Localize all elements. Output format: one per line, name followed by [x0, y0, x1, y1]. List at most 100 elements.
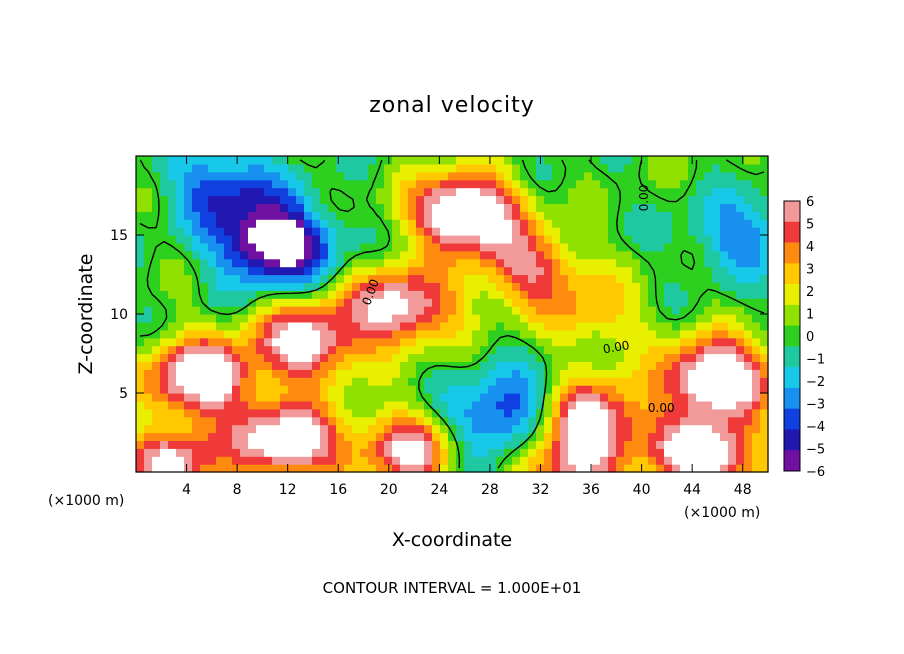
heat-cell — [232, 424, 241, 434]
heat-cell — [176, 250, 185, 260]
heat-cell — [448, 385, 457, 394]
heat-cell — [136, 408, 145, 418]
heat-cell — [640, 203, 649, 212]
heat-cell — [184, 369, 193, 378]
heat-cell — [512, 187, 521, 197]
heat-cell — [576, 258, 585, 268]
heat-cell — [712, 314, 721, 323]
heat-cell — [152, 274, 161, 283]
heat-cell — [424, 195, 433, 204]
heat-cell — [344, 163, 353, 173]
heat-cell — [280, 440, 289, 449]
heat-cell — [480, 266, 489, 276]
heat-cell — [624, 195, 633, 204]
heat-cell — [760, 266, 769, 276]
heat-cell — [296, 219, 305, 228]
heat-cell — [544, 385, 553, 394]
heat-cell — [208, 424, 217, 434]
heat-cell — [712, 250, 721, 260]
heat-cell — [544, 171, 553, 181]
heat-cell — [560, 400, 569, 410]
heat-cell — [440, 227, 449, 236]
heat-cell — [736, 195, 745, 204]
heat-cell — [336, 424, 345, 434]
heat-cell — [568, 432, 577, 441]
heat-cell — [144, 219, 153, 228]
heat-cell — [720, 274, 729, 283]
heat-cell — [728, 211, 737, 220]
heat-cell — [464, 369, 473, 378]
heat-cell — [312, 306, 321, 315]
heat-cell — [576, 298, 585, 307]
heat-cell — [176, 432, 185, 441]
heat-cell — [184, 329, 193, 339]
heat-cell — [704, 361, 713, 370]
heat-cell — [632, 306, 641, 315]
heat-cell — [616, 353, 625, 362]
heat-cell — [456, 211, 465, 220]
heat-cell — [240, 163, 249, 173]
heat-cell — [496, 408, 505, 418]
heat-cell — [264, 448, 273, 457]
heat-cell — [688, 314, 697, 323]
heat-cell — [728, 424, 737, 434]
heat-cell — [592, 179, 601, 189]
heat-cell — [504, 321, 513, 331]
heat-cell — [264, 361, 273, 370]
heat-cell — [520, 400, 529, 410]
heat-cell — [256, 377, 265, 386]
heat-cell — [328, 408, 337, 418]
heat-cell — [264, 424, 273, 434]
heat-cell — [472, 393, 481, 402]
heat-cell — [720, 353, 729, 362]
heat-cell — [616, 440, 625, 449]
heat-cell — [760, 385, 769, 394]
heat-cell — [664, 424, 673, 434]
heat-cell — [416, 416, 425, 426]
heat-cell — [144, 345, 153, 355]
heat-cell — [264, 171, 273, 181]
heat-cell — [736, 171, 745, 181]
heat-cell — [576, 156, 585, 165]
heat-cell — [168, 306, 177, 315]
heat-cell — [696, 306, 705, 315]
heat-cell — [760, 258, 769, 268]
heat-cell — [664, 195, 673, 204]
heat-cell — [216, 416, 225, 426]
heat-cell — [560, 385, 569, 394]
heat-cell — [208, 163, 217, 173]
heat-cell — [216, 337, 225, 347]
heat-cell — [200, 156, 209, 165]
heat-cell — [584, 290, 593, 299]
heat-cell — [648, 448, 657, 457]
heat-cell — [144, 448, 153, 457]
heat-cell — [480, 163, 489, 173]
heat-cell — [280, 179, 289, 189]
heat-cell — [368, 306, 377, 315]
heat-cell — [272, 353, 281, 362]
heat-cell — [384, 195, 393, 204]
heat-cell — [328, 345, 337, 355]
heat-cell — [136, 306, 145, 315]
heat-cell — [544, 266, 553, 276]
heat-cell — [408, 321, 417, 331]
heat-cell — [232, 377, 241, 386]
heat-cell — [616, 306, 625, 315]
heat-cell — [392, 345, 401, 355]
heat-cell — [280, 400, 289, 410]
heat-cell — [312, 179, 321, 189]
heat-cell — [376, 266, 385, 276]
heat-cell — [664, 171, 673, 181]
heat-cell — [392, 464, 401, 473]
heat-cell — [536, 448, 545, 457]
heat-cell — [448, 440, 457, 449]
heat-cell — [760, 353, 769, 362]
heat-cell — [680, 314, 689, 323]
heat-cell — [592, 448, 601, 457]
heat-cell — [528, 156, 537, 165]
heat-cell — [504, 171, 513, 181]
heat-cell — [224, 290, 233, 299]
heat-cell — [232, 361, 241, 370]
heat-cell — [640, 163, 649, 173]
heat-cell — [648, 306, 657, 315]
